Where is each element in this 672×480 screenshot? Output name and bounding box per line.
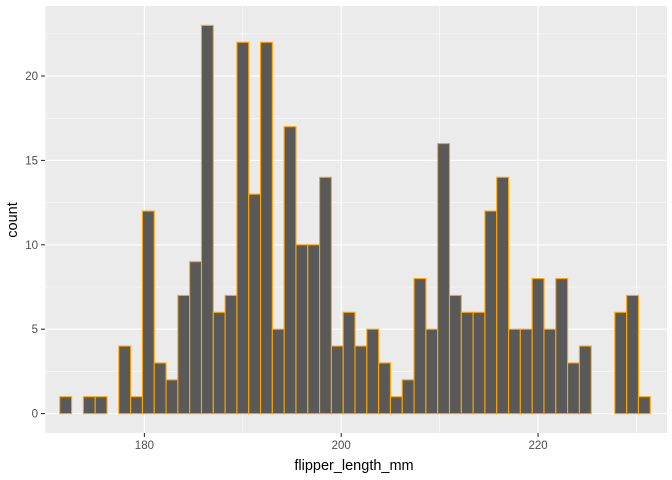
x-tick-label: 220 — [528, 440, 547, 452]
histogram-bar — [153, 362, 167, 415]
histogram-bar — [82, 396, 96, 415]
histogram-bar — [366, 328, 380, 415]
histogram-bars — [59, 24, 651, 415]
histogram-bar — [507, 328, 521, 415]
histogram-bar — [578, 345, 592, 415]
histogram-bar — [425, 328, 439, 415]
histogram-bar — [378, 362, 391, 415]
histogram-bar — [59, 396, 73, 415]
y-tick-label: 5 — [32, 324, 38, 336]
histogram-bar — [283, 126, 297, 415]
histogram-bar — [531, 278, 545, 415]
histogram-bar — [496, 176, 510, 415]
histogram-bar — [330, 345, 344, 415]
histogram-bar — [189, 261, 203, 415]
y-tick-label: 10 — [25, 240, 38, 252]
histogram-bar — [130, 396, 143, 415]
histogram-bar — [248, 193, 262, 415]
histogram-bar — [555, 278, 569, 415]
histogram-bar — [200, 24, 214, 415]
histogram-bar — [543, 328, 557, 415]
histogram-bar — [472, 311, 486, 415]
histogram-bar — [165, 379, 179, 415]
histogram-bar — [389, 396, 403, 415]
histogram-bar — [460, 311, 474, 415]
x-tick-label: 180 — [135, 440, 154, 452]
histogram-bar — [401, 379, 415, 415]
x-axis-title: flipper_length_mm — [294, 458, 413, 474]
histogram-bar — [141, 210, 155, 415]
histogram-bar — [259, 41, 273, 415]
histogram-bar — [236, 41, 250, 415]
y-axis-title: count — [5, 202, 21, 237]
histogram-bar — [319, 176, 332, 415]
histogram-bar — [437, 143, 451, 415]
histogram-bar — [212, 311, 226, 415]
y-tick-label: 0 — [32, 409, 38, 421]
histogram-bar — [614, 311, 628, 415]
histogram-bar — [177, 294, 191, 415]
histogram-bar — [637, 396, 651, 415]
histogram-bar — [224, 294, 238, 415]
y-tick-label: 20 — [25, 71, 38, 83]
histogram-bar — [307, 244, 321, 415]
histogram-bar — [626, 294, 640, 415]
histogram-bar — [295, 244, 309, 415]
axes: 180 200 220 0 5 10 15 20 — [25, 71, 547, 452]
histogram-bar — [567, 362, 580, 415]
histogram-bar — [271, 328, 285, 415]
histogram-bar — [342, 311, 356, 415]
histogram-bar — [118, 345, 132, 415]
histogram-bar — [484, 210, 498, 415]
histogram-bar — [94, 396, 108, 415]
histogram-bar — [448, 294, 462, 415]
x-tick-label: 200 — [332, 440, 351, 452]
histogram-bar — [413, 278, 427, 415]
histogram-bar — [519, 328, 533, 415]
histogram-bar — [354, 345, 368, 415]
y-tick-label: 15 — [25, 155, 38, 167]
